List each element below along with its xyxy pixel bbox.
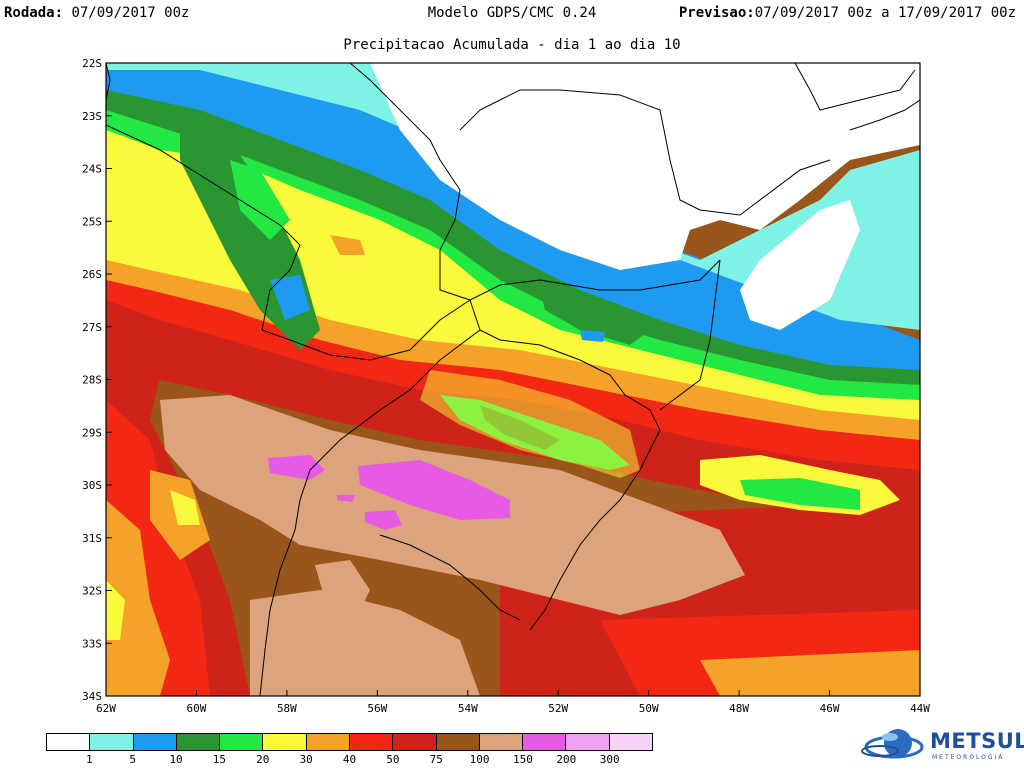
scale-label: 300 [599,753,620,766]
scale-swatch [566,734,610,750]
lat-tick-label: 33S [82,637,102,650]
lon-tick-label: 44W [910,702,930,715]
longitude-ticks: 62W 60W 58W 56W 54W 52W 50W 48W 46W 44W [96,690,930,715]
lat-tick-label: 28S [82,374,102,387]
scale-swatch [436,734,480,750]
lon-tick-label: 60W [187,702,207,715]
precipitation-map: 22S23S24S25S26S27S28S29S30S31S32S33S34S … [82,57,930,715]
model-title: Modelo GDPS/CMC 0.24 [427,5,597,21]
lon-tick-label: 48W [729,702,749,715]
lat-tick-label: 31S [82,532,102,545]
metsul-logo: METSUL METEOROLOGIA [860,725,1024,769]
latitude-ticks: 22S 23S 24S 25S 26S 27S 28S 29S 30S 31S 32S 33S 34S [82,57,112,703]
precip-fields [106,63,920,696]
scale-label: 100 [469,753,490,766]
scale-swatch [90,734,134,750]
scale-swatch [479,734,524,750]
lon-tick-label: 54W [458,702,478,715]
scale-label: 200 [556,753,577,766]
lat-tick-label: 24S [82,163,102,176]
lat-tick-label: 32S [82,585,102,598]
lat-tick-label: 25S [82,215,102,228]
scale-swatch [176,734,221,750]
scale-label: 30 [299,753,313,766]
lon-tick-label: 52W [548,702,568,715]
map-subtitle: Precipitacao Acumulada - dia 1 ao dia 10 [343,37,681,53]
scale-swatch [47,734,91,750]
forecast-value: 07/09/2017 00z a 17/09/2017 00z [754,5,1016,21]
scale-label: 40 [342,753,357,766]
logo-name: METSUL [930,729,1024,753]
scale-label: 5 [129,753,137,766]
lat-tick-label: 30S [82,479,102,492]
scale-swatch [263,734,307,750]
run-value: 07/09/2017 00z [71,5,190,21]
scale-label: 10 [169,753,183,766]
scale-label: 50 [386,753,400,766]
scale-label: 15 [212,753,227,766]
lon-tick-label: 62W [96,702,116,715]
lat-tick-label: 26S [82,268,102,281]
run-info: Rodada: 07/09/2017 00z [4,5,189,21]
scale-label: 1 [86,753,93,766]
forecast-label: Previsao: [678,5,755,21]
scale-swatch [133,734,177,750]
borders [106,63,920,696]
scale-swatch [523,734,567,750]
lon-tick-label: 50W [639,702,659,715]
scale-swatch [220,734,264,750]
scale-swatch [349,734,394,750]
globe-icon [861,729,924,759]
scale-swatch [306,734,350,750]
lat-tick-label: 27S [82,321,102,334]
lon-tick-label: 56W [367,702,387,715]
scale-label: 20 [256,753,270,766]
lat-tick-label: 22S [82,57,102,70]
lon-tick-label: 58W [277,702,297,715]
logo-subtitle: METEOROLOGIA [932,754,1005,761]
lon-tick-label: 46W [820,702,840,715]
lat-tick-label: 29S [82,426,102,439]
precip-color-scale [46,733,653,751]
run-label: Rodada: [4,5,64,21]
scale-swatch [393,734,437,750]
lat-tick-label: 23S [82,110,102,123]
scale-swatch [609,734,652,750]
lat-tick-label: 34S [82,690,102,703]
forecast-info: Previsao:07/09/2017 00z a 17/09/2017 00z [679,5,1016,21]
scale-label: 75 [429,753,443,766]
scale-label: 150 [512,753,533,766]
precip-scale-labels: 1 5 10 15 20 30 40 50 75 100 150 200 300 [46,753,653,767]
